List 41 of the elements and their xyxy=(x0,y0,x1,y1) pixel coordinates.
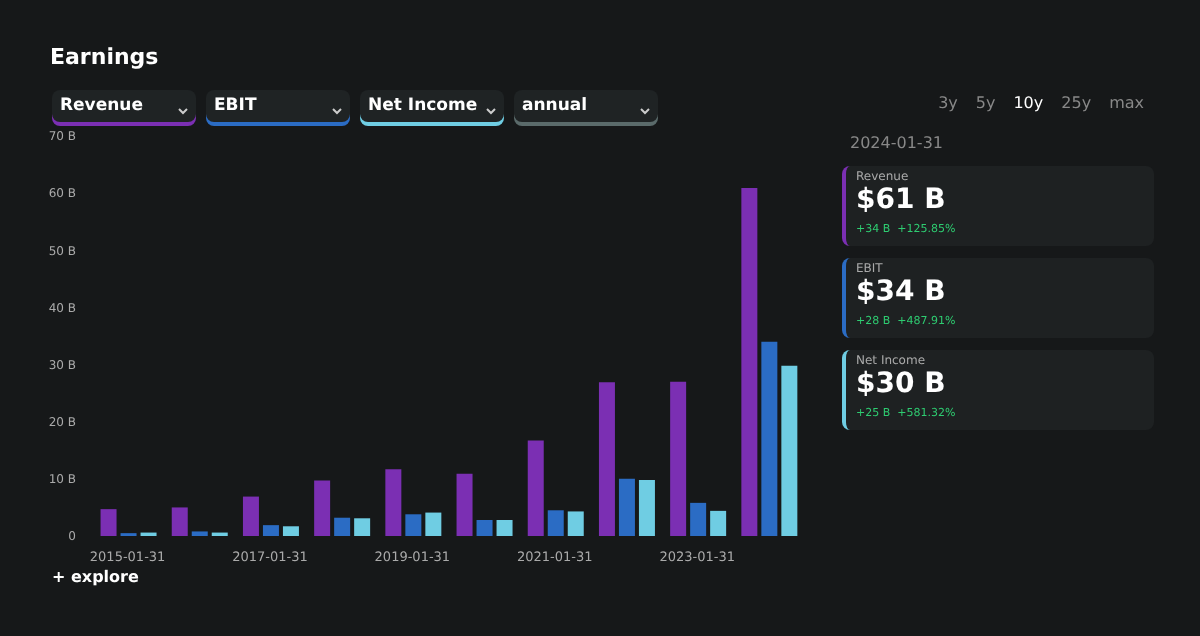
bar xyxy=(354,518,371,536)
bar xyxy=(385,469,402,536)
bar xyxy=(618,478,635,536)
bar xyxy=(171,507,188,536)
bar xyxy=(242,496,259,536)
bar xyxy=(670,381,687,536)
bar xyxy=(527,440,544,536)
bar xyxy=(598,382,615,536)
text: EBIT xyxy=(214,96,257,116)
bar xyxy=(638,480,655,536)
text: 2024-01-31 xyxy=(850,134,943,152)
text: annual xyxy=(522,96,588,116)
bar xyxy=(334,517,351,536)
text: $61 B xyxy=(856,184,946,216)
text: 25y xyxy=(1061,94,1092,112)
bar xyxy=(761,341,778,536)
text: + explore xyxy=(52,568,139,586)
bar xyxy=(496,520,513,536)
bar xyxy=(100,509,117,536)
bar xyxy=(741,188,758,536)
chart-title: Earnings xyxy=(50,44,159,70)
bar xyxy=(710,510,727,536)
bar xyxy=(781,365,798,536)
text: 10y xyxy=(1013,94,1044,112)
text: Net Income xyxy=(368,96,478,116)
bar xyxy=(476,520,493,536)
bar xyxy=(456,473,473,536)
bar xyxy=(425,512,442,536)
text: Revenue xyxy=(60,96,143,116)
text: 5y xyxy=(975,94,996,112)
bar xyxy=(690,502,707,536)
bar xyxy=(282,526,299,536)
text: $30 B xyxy=(856,368,946,400)
bar xyxy=(262,525,279,536)
bar xyxy=(567,511,584,536)
text: $34 B xyxy=(856,276,946,308)
bar xyxy=(314,480,331,536)
text: max xyxy=(1109,94,1144,112)
bar xyxy=(547,510,564,536)
bar xyxy=(405,514,422,536)
text: 3y xyxy=(938,94,958,112)
